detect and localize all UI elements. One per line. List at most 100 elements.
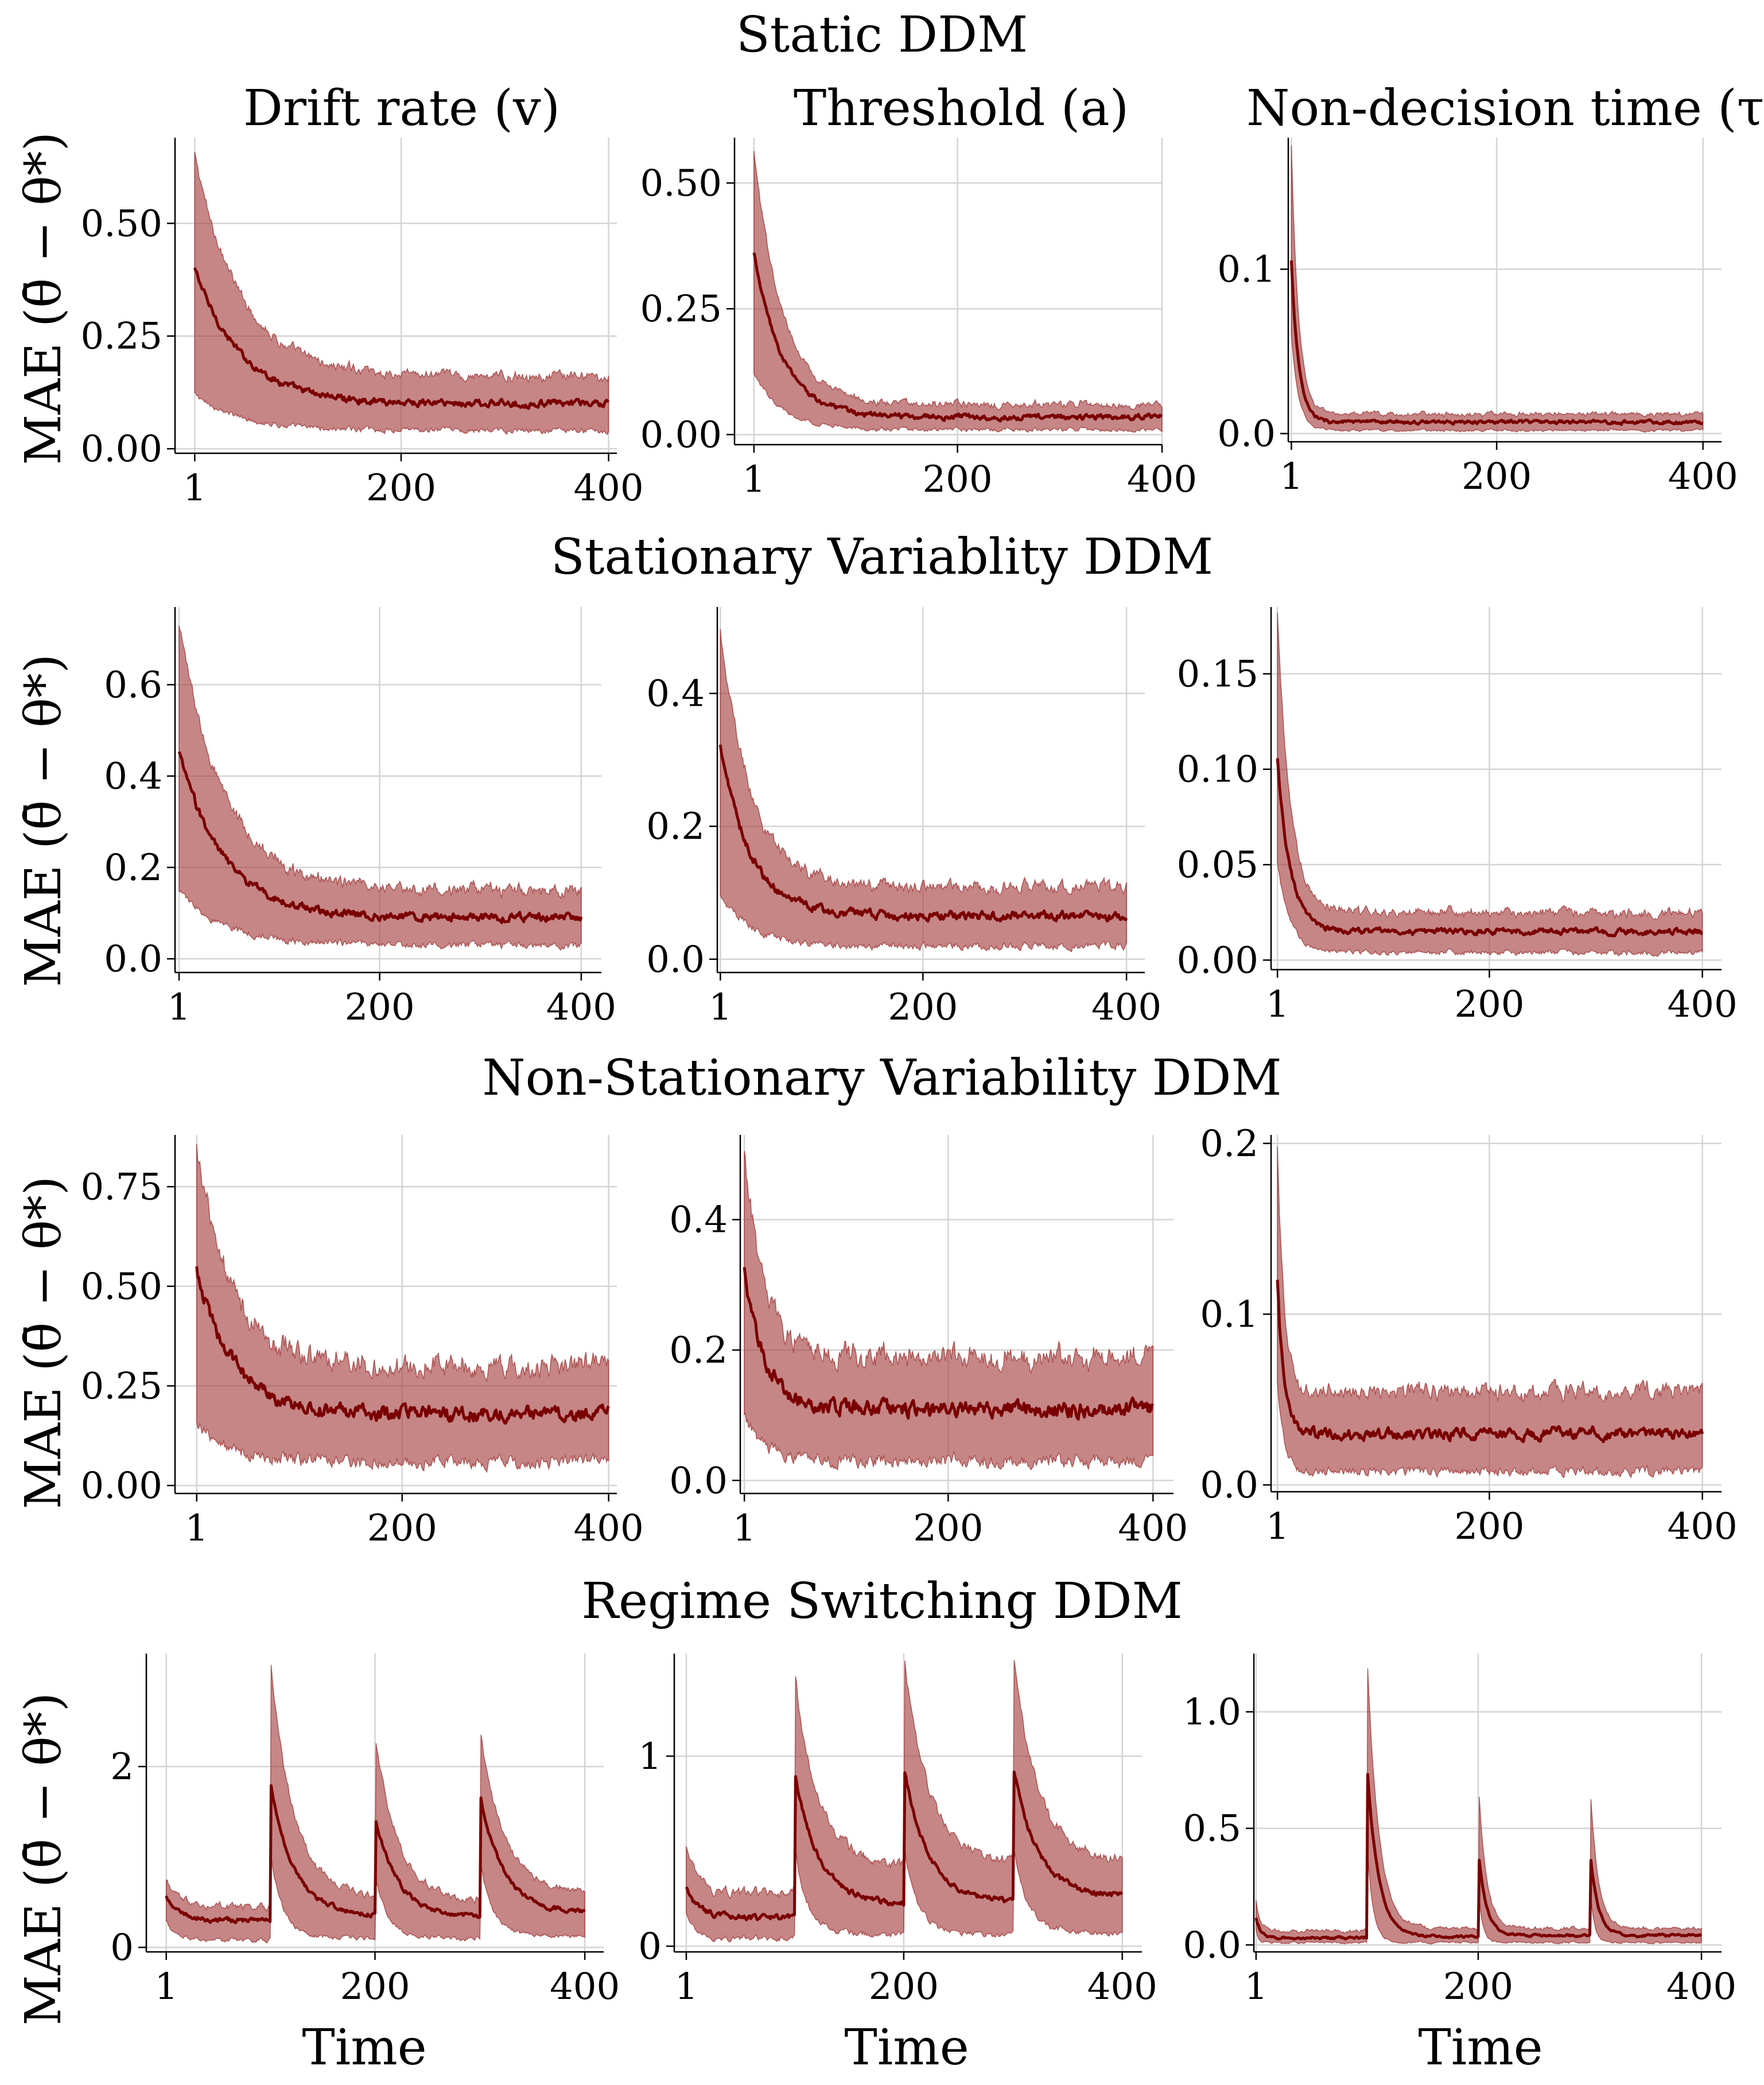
x-tick-label: 1 [154,1966,178,2008]
y-tick-label: 0.00 [1177,939,1259,982]
x-tick-label: 1 [675,1966,698,2008]
y-tick-label: 0.05 [1177,844,1259,886]
mean-error-line [193,267,610,410]
panel-r1-c1: 1 200 400 0.0 0.2 0.4 [646,607,1161,1029]
y-tick-label: 0.2 [646,806,705,848]
x-tick-label: 1 [709,986,732,1029]
y-tick-label: 0.50 [81,1266,163,1308]
ylabel-row-2: MAE (θ̄ − θ*) [15,1176,72,1510]
uncertainty-band [753,151,1163,433]
uncertainty-band [720,629,1127,952]
y-tick-label: 0 [110,1927,134,1969]
y-tick-label: 0.50 [81,203,163,245]
mean-error-line [165,1784,586,1924]
panel-r1-c2: 1 200 400 0.00 0.05 0.10 0.15 [1177,607,1738,1026]
xlabel-col-0: Time [302,2019,426,2076]
x-tick-label: 400 [1118,1507,1188,1550]
uncertainty-band [1291,145,1704,433]
uncertainty-band [1277,612,1703,957]
y-tick-label: 0.1 [1200,1293,1258,1336]
panel-r1-c0: 1 200 400 0.0 0.2 0.4 0.6 [104,607,616,1029]
uncertainty-band [1277,1146,1703,1479]
panel-r2-c2: 1 200 400 0.0 0.1 0.2 [1200,1123,1737,1548]
x-tick-label: 1 [168,986,191,1029]
panel-r0-c2: 1 200 400 0.0 0.1 [1217,138,1738,498]
x-tick-label: 1 [733,1507,756,1550]
y-tick-label: 0.25 [640,288,722,330]
column-title-nondecision: Non-decision time (τ) [1246,80,1764,137]
mean-error-line [685,1770,1123,1921]
uncertainty-band [744,1150,1154,1471]
row-title-static: Static DDM [736,6,1028,64]
x-tick-label: 200 [366,467,436,509]
mean-error-line [1289,260,1704,426]
x-tick-label: 400 [1087,1966,1157,2008]
ylabel-row-1: MAE (θ̄ − θ*) [15,654,72,987]
x-tick-label: 200 [1454,983,1524,1026]
y-tick-label: 0.0 [104,938,162,981]
uncertainty-band [194,151,609,435]
mean-error-line [195,1266,610,1425]
x-tick-label: 400 [1091,986,1161,1029]
x-tick-label: 400 [1127,458,1197,501]
row-title-stationary: Stationary Variablity DDM [551,528,1213,586]
x-tick-label: 200 [1443,1966,1513,2008]
y-tick-label: 0.6 [104,664,162,706]
y-tick-label: 0.50 [640,162,722,205]
ylabel-row-0: MAE (θ̄ − θ*) [15,132,72,465]
y-tick-label: 2 [110,1746,134,1788]
y-tick-label: 0.1 [1217,248,1276,291]
x-tick-label: 400 [574,1507,644,1550]
x-tick-label: 200 [367,1507,437,1550]
column-title-threshold: Threshold (a) [794,80,1129,137]
y-tick-label: 0.4 [669,1199,728,1242]
mean-error-line [718,744,1128,923]
x-tick-label: 400 [573,467,643,509]
y-tick-label: 0.00 [640,414,722,456]
x-tick-label: 200 [888,986,958,1029]
panel-r0-c1: 1 200 400 0.00 0.25 0.50 [640,138,1197,501]
y-tick-label: 0.25 [81,316,163,358]
y-tick-label: 0.2 [669,1329,728,1372]
y-tick-label: 1.0 [1183,1691,1241,1734]
y-tick-label: 0.15 [1177,653,1259,695]
y-tick-label: 0.00 [81,1465,163,1507]
x-tick-label: 400 [1668,456,1738,498]
y-tick-label: 0 [638,1925,662,1968]
mean-error-line [752,252,1163,423]
x-tick-label: 200 [922,458,992,501]
y-tick-label: 0.0 [1200,1464,1258,1507]
x-tick-label: 200 [1454,1506,1524,1548]
ylabel-row-3: MAE (θ̄ − θ*) [15,1693,72,2026]
column-title-drift: Drift rate (v) [243,80,560,137]
panel-r3-c2: 1 200 400 0.0 0.5 1.0 [1183,1654,1736,2008]
mean-error-line [1276,1279,1704,1444]
panel-r3-c0: 1 200 400 0 2 [110,1654,620,2008]
x-tick-label: 400 [546,986,616,1029]
panel-r0-c0: 1 200 400 0.00 0.25 0.50 [81,138,644,509]
x-tick-label: 1 [1280,456,1303,498]
mean-error-line [743,1267,1155,1421]
y-tick-label: 1 [638,1736,662,1778]
uncertainty-band [178,625,582,951]
y-tick-label: 0.2 [1200,1123,1258,1165]
x-tick-label: 200 [1462,456,1532,498]
y-tick-label: 0.4 [104,756,162,798]
y-tick-label: 0.75 [81,1166,163,1208]
row-title-nonstationary: Non-Stationary Variability DDM [482,1049,1281,1107]
mean-error-line [1276,758,1703,938]
y-tick-label: 0.5 [1183,1808,1241,1850]
y-tick-label: 0.0 [646,939,705,981]
x-tick-label: 400 [1668,983,1738,1026]
x-tick-label: 400 [550,1966,620,2008]
y-tick-label: 0.2 [104,847,162,889]
x-tick-label: 1 [1266,1506,1289,1548]
y-tick-label: 0.25 [81,1366,163,1408]
uncertainty-band [196,1144,609,1473]
x-tick-label: 1 [185,1507,208,1550]
xlabel-col-1: Time [844,2019,969,2076]
y-tick-label: 0.4 [646,673,705,715]
mean-error-line [1254,1773,1703,1941]
